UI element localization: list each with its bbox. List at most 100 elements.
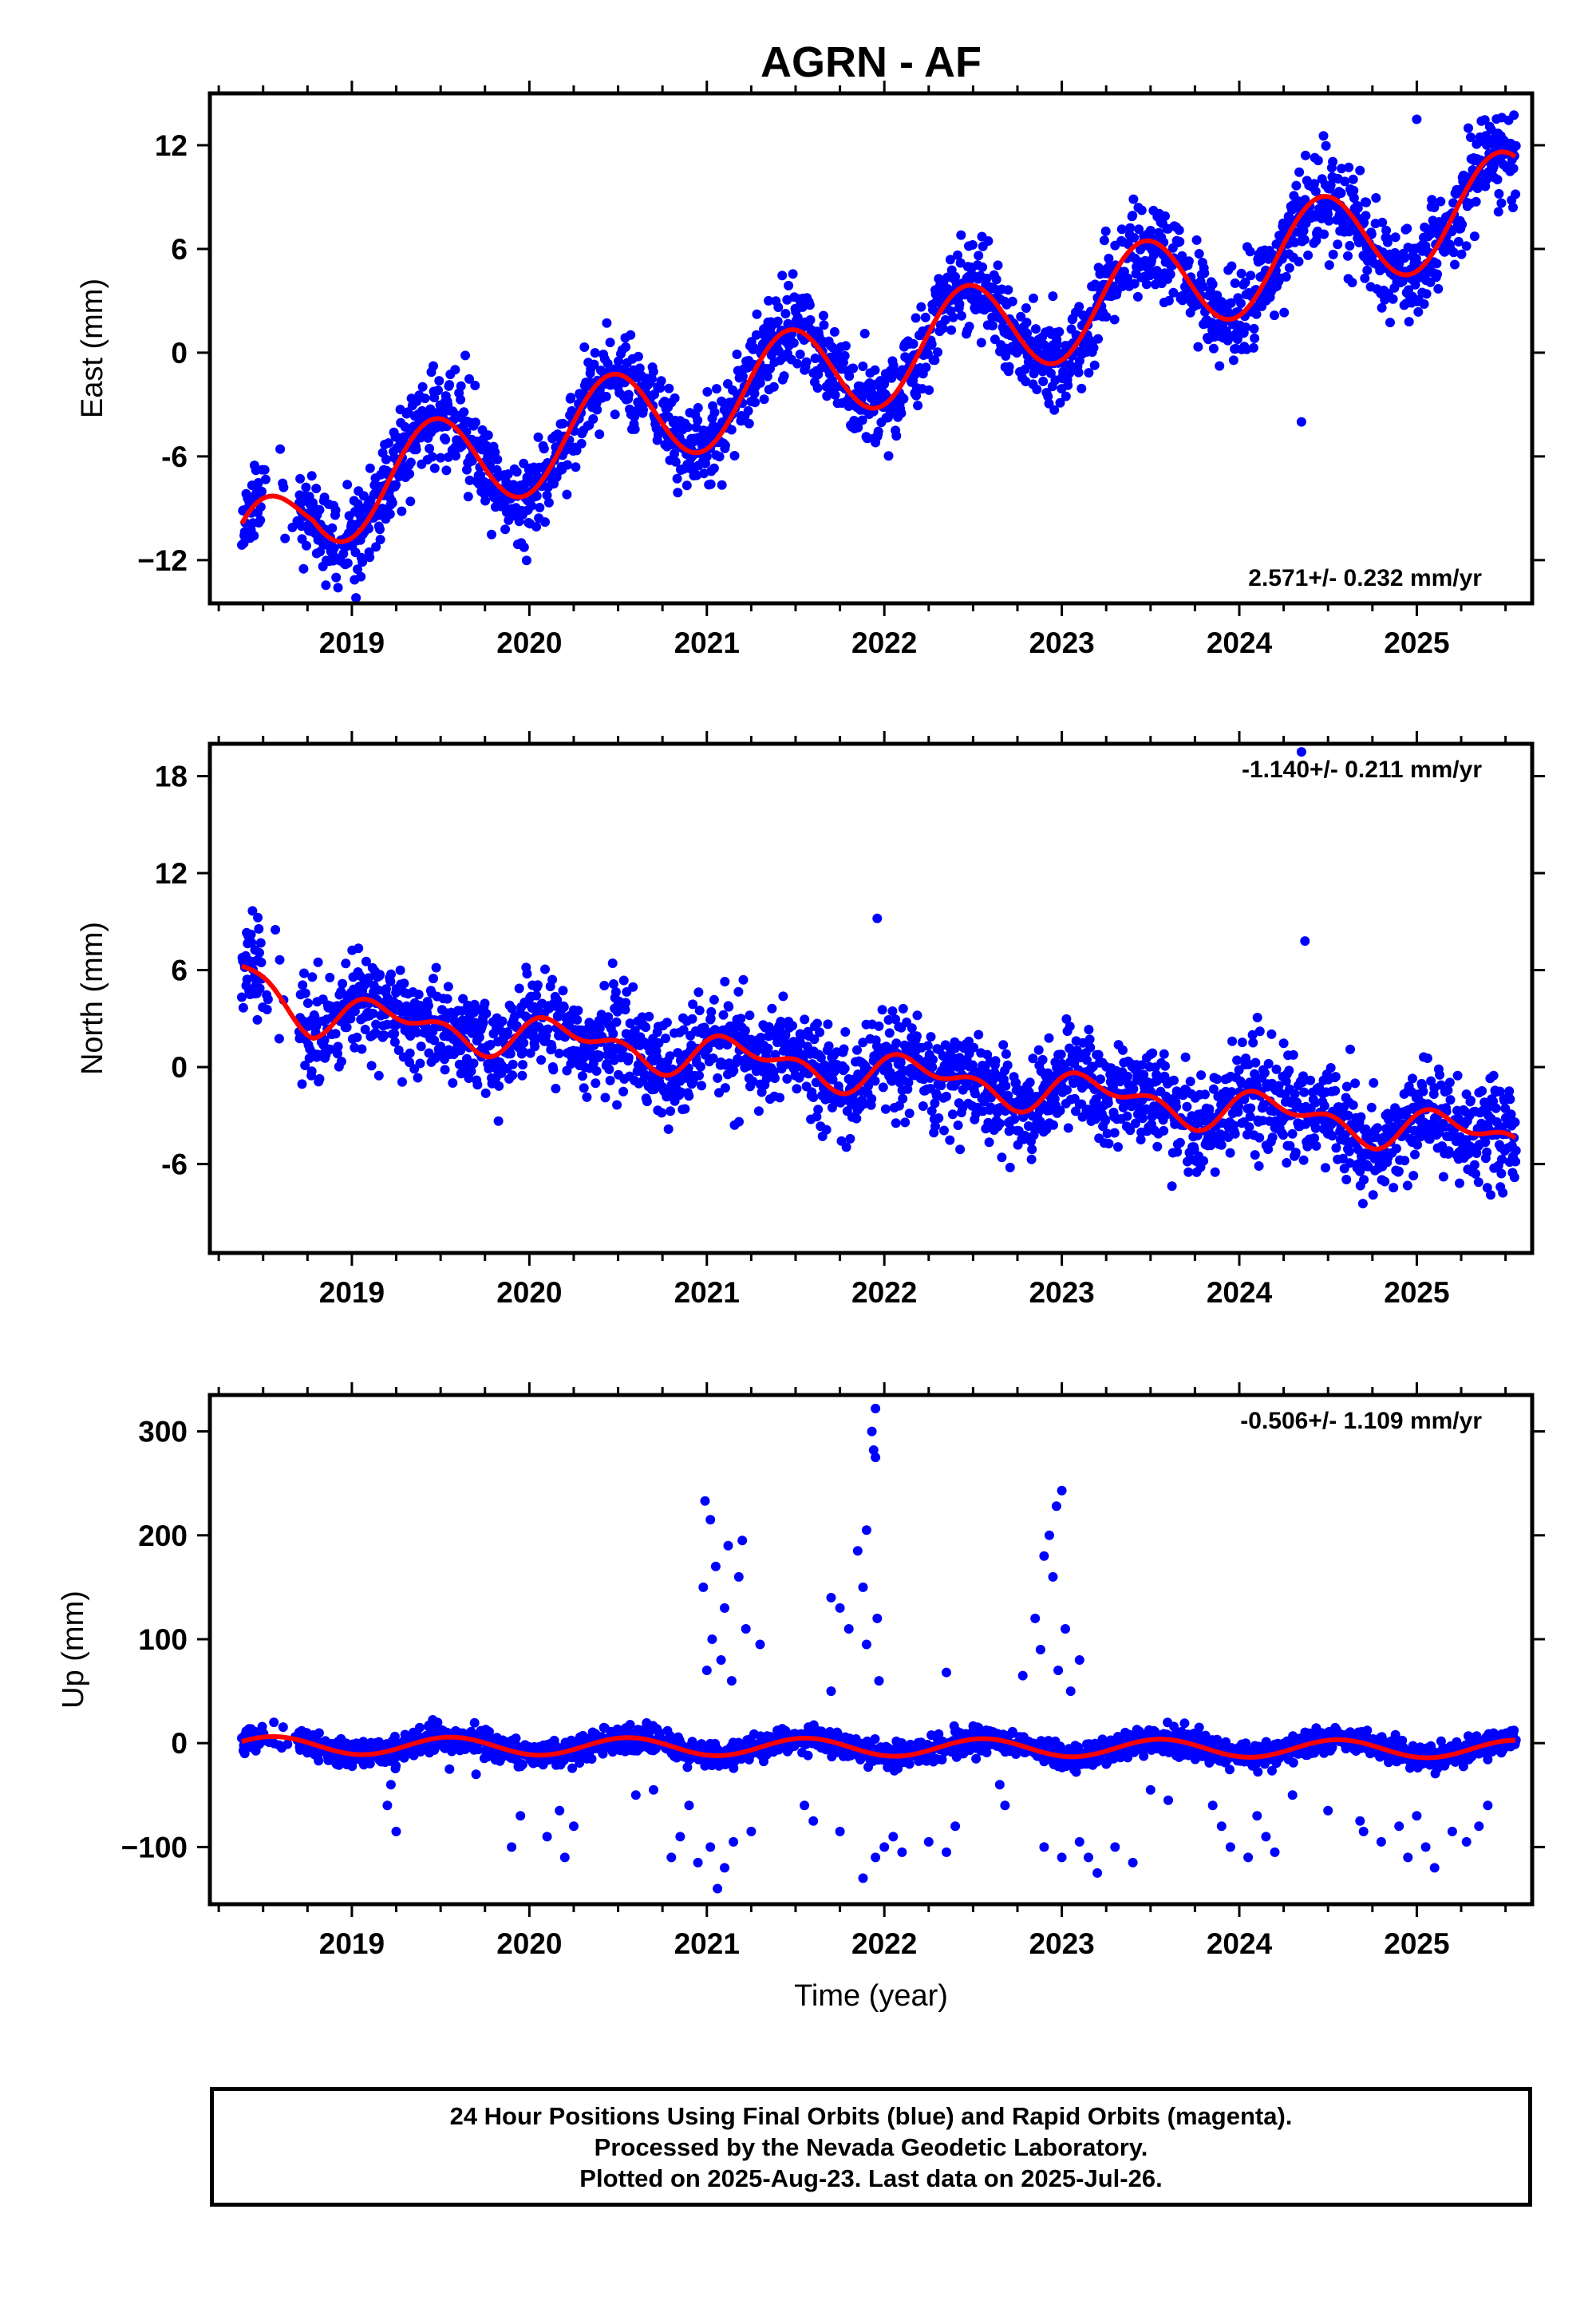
east-point (650, 389, 659, 400)
x-tick-label: 2020 (496, 626, 562, 659)
north-point (880, 1104, 891, 1114)
north-point (738, 974, 749, 985)
east-point (1016, 311, 1026, 322)
east-point (830, 389, 840, 400)
east-point (279, 482, 289, 492)
north-point (599, 981, 610, 990)
north-point (558, 986, 568, 996)
north-point (1310, 1133, 1319, 1144)
north-point (462, 1053, 472, 1064)
north-point (1169, 1075, 1179, 1085)
east-point (759, 394, 769, 405)
east-point (1318, 131, 1329, 141)
east-point (1199, 268, 1210, 279)
north-point (1237, 1037, 1247, 1048)
east-point (460, 350, 471, 361)
east-point (331, 572, 342, 583)
east-point (967, 239, 978, 250)
east-outlier-point (1296, 417, 1306, 427)
east-point (780, 309, 791, 318)
east-point (933, 347, 942, 358)
north-point (255, 938, 266, 948)
east-point (1007, 296, 1017, 306)
north-point (1306, 1075, 1316, 1085)
east-point (732, 350, 742, 359)
east-point (717, 480, 727, 490)
north-point (927, 1062, 938, 1073)
north-model-line (240, 963, 1517, 1152)
chart-title: AGRN - AF (760, 38, 982, 86)
east-point (527, 500, 536, 511)
north-point (607, 958, 618, 968)
north-point (642, 1097, 652, 1107)
east-point (1448, 247, 1459, 258)
east-point (566, 393, 576, 403)
north-point (1148, 1048, 1158, 1058)
north-point (953, 1120, 963, 1130)
east-point (1281, 271, 1291, 282)
north-point (1299, 1087, 1310, 1097)
east-point (983, 236, 994, 246)
east-point (1279, 307, 1290, 318)
north-point (1344, 1146, 1354, 1156)
north-point (255, 983, 265, 994)
east-point (714, 452, 725, 462)
north-point (1232, 1055, 1242, 1065)
north-point (687, 1014, 697, 1024)
east-point (655, 383, 666, 393)
east-point (1457, 219, 1468, 230)
east-point (255, 515, 266, 525)
east-point (365, 552, 375, 563)
north-point (947, 1109, 958, 1120)
north-point (1504, 1086, 1515, 1097)
east-point (1284, 263, 1294, 273)
north-point (610, 987, 621, 997)
east-point (702, 387, 713, 397)
east-point (630, 424, 640, 434)
x-tick-label: 2025 (1384, 626, 1449, 659)
north-point (1402, 1180, 1412, 1191)
north-point (954, 1053, 965, 1063)
north-point (1290, 1089, 1300, 1099)
north-point (299, 968, 309, 978)
x-tick-label: 2021 (674, 626, 740, 659)
east-point (1193, 342, 1203, 352)
east-point (764, 295, 774, 306)
north-point (1412, 1140, 1423, 1150)
north-point (694, 1006, 705, 1016)
east-point (848, 363, 859, 373)
north-point (1369, 1077, 1379, 1088)
east-point (1215, 361, 1225, 371)
east-point (1230, 278, 1240, 288)
north-point (1128, 1084, 1139, 1094)
north-point (572, 1014, 583, 1025)
north-point (1103, 1098, 1113, 1108)
north-point (247, 938, 257, 948)
east-point (1198, 282, 1208, 292)
north-point (665, 1051, 675, 1061)
east-point (911, 313, 921, 323)
east-point (940, 314, 950, 325)
north-point (611, 1017, 622, 1027)
north-point (650, 1084, 659, 1094)
east-point (1436, 196, 1446, 207)
north-point (519, 1037, 529, 1048)
north-point (678, 1025, 689, 1035)
north-point (1319, 1101, 1329, 1111)
east-point (982, 273, 992, 283)
east-point (685, 460, 696, 470)
east-point (275, 444, 286, 454)
east-point (429, 463, 440, 473)
east-point (464, 373, 474, 384)
north-point (330, 1029, 341, 1039)
north-point (297, 1079, 307, 1089)
y-tick-label: 0 (171, 1051, 188, 1084)
north-point (848, 1096, 859, 1106)
east-point (521, 555, 531, 566)
north-point (1254, 1132, 1265, 1143)
east-point (540, 517, 550, 528)
east-point (720, 441, 730, 451)
east-point (712, 384, 721, 394)
east-point (955, 258, 966, 268)
north-point (1511, 1156, 1521, 1167)
